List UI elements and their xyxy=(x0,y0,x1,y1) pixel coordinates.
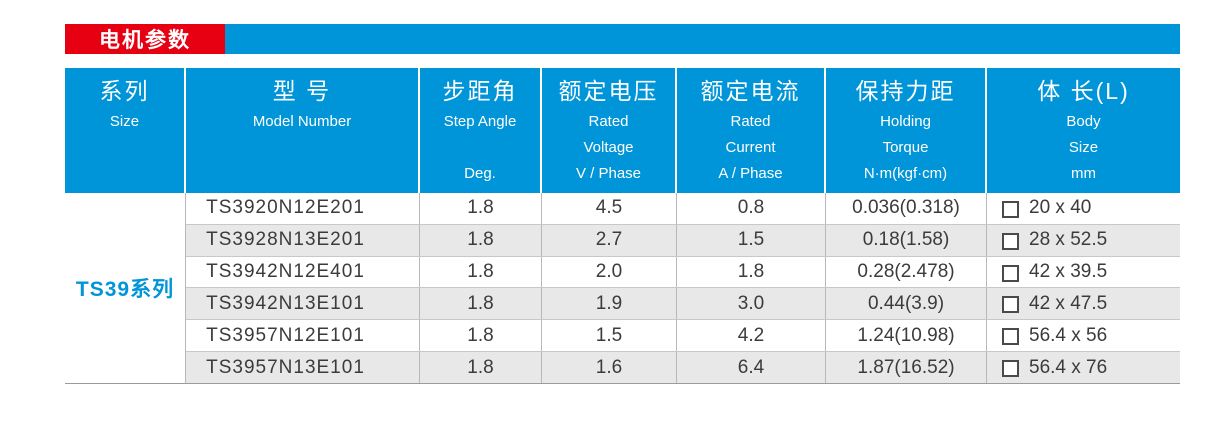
body-size-checkbox-icon xyxy=(1002,232,1019,250)
column-title-en: Voltage xyxy=(583,139,634,156)
column-title-en: Size xyxy=(109,113,140,130)
table-row: TS3928N13E201 1.8 2.7 1.5 0.18(1.58) 28 … xyxy=(186,224,1180,257)
cell-rated-voltage: 2.7 xyxy=(542,224,677,256)
cell-rated-current: 1.8 xyxy=(677,256,826,288)
column-header-rated-voltage: 额定电压 Rated Voltage V / Phase xyxy=(542,68,677,193)
cell-rated-current: 3.0 xyxy=(677,288,826,320)
column-title-en xyxy=(186,135,418,161)
cell-body-size: 20 x 40 xyxy=(987,193,1180,224)
cell-step-angle: 1.8 xyxy=(420,288,542,320)
table-row: TS3957N12E101 1.8 1.5 4.2 1.24(10.98) 56… xyxy=(186,320,1180,353)
cell-model-number: TS3957N13E101 xyxy=(186,352,420,383)
cell-model-number: TS3942N13E101 xyxy=(186,288,420,320)
column-title-zh: 体 长(L) xyxy=(1037,78,1130,104)
table-body-rows: TS3920N12E201 1.8 4.5 0.8 0.036(0.318) 2… xyxy=(186,193,1180,383)
column-title-en: Rated xyxy=(730,113,771,130)
cell-holding-torque: 0.18(1.58) xyxy=(826,224,987,256)
body-size-value: 28 x 52.5 xyxy=(1029,229,1108,251)
motor-parameters-table: 系列 Size 型 号 Model Number 步距角 Step Angle … xyxy=(65,68,1180,384)
body-size-value: 56.4 x 56 xyxy=(1029,324,1108,346)
cell-step-angle: 1.8 xyxy=(420,352,542,383)
body-size-checkbox-icon xyxy=(1002,200,1019,218)
cell-rated-current: 6.4 xyxy=(677,352,826,383)
table-body: TS39系列 TS3920N12E201 1.8 4.5 0.8 0.036(0… xyxy=(65,193,1180,384)
table-row: TS3920N12E201 1.8 4.5 0.8 0.036(0.318) 2… xyxy=(186,193,1180,225)
cell-step-angle: 1.8 xyxy=(420,320,542,352)
column-title-en: Torque xyxy=(882,139,929,156)
column-title-en: V / Phase xyxy=(575,165,642,182)
body-size-checkbox-icon xyxy=(1002,296,1019,314)
body-size-value: 42 x 47.5 xyxy=(1029,292,1108,314)
column-title-en: A / Phase xyxy=(718,165,783,182)
cell-holding-torque: 0.28(2.478) xyxy=(826,256,987,288)
cell-model-number: TS3942N12E401 xyxy=(186,256,420,288)
body-size-value: 20 x 40 xyxy=(1029,197,1092,219)
column-header-body-size: 体 长(L) Body Size mm xyxy=(987,68,1180,193)
column-title-en: N·m(kgf·cm) xyxy=(863,165,948,182)
table-row: TS3957N13E101 1.8 1.6 6.4 1.87(16.52) 56… xyxy=(186,352,1180,383)
column-header-rated-current: 额定电流 Rated Current A / Phase xyxy=(677,68,826,193)
cell-rated-voltage: 2.0 xyxy=(542,256,677,288)
column-header-model-number: 型 号 Model Number xyxy=(186,68,420,193)
cell-rated-voltage: 4.5 xyxy=(542,193,677,224)
column-title-zh: 型 号 xyxy=(272,78,332,104)
section-title: 电机参数 xyxy=(99,29,191,52)
cell-rated-current: 0.8 xyxy=(677,193,826,224)
column-title-en xyxy=(186,161,418,187)
cell-holding-torque: 0.44(3.9) xyxy=(826,288,987,320)
column-header-step-angle: 步距角 Step Angle Deg. xyxy=(420,68,542,193)
cell-holding-torque: 1.87(16.52) xyxy=(826,352,987,383)
cell-rated-current: 4.2 xyxy=(677,320,826,352)
column-title-en: Size xyxy=(1068,139,1099,156)
cell-holding-torque: 0.036(0.318) xyxy=(826,193,987,224)
column-title-en: Current xyxy=(725,139,776,156)
column-title-zh: 保持力距 xyxy=(855,78,956,104)
column-title-en: Step Angle xyxy=(443,113,517,130)
cell-body-size: 42 x 39.5 xyxy=(987,257,1180,288)
series-label: TS39系列 xyxy=(75,278,175,301)
cell-holding-torque: 1.24(10.98) xyxy=(826,320,987,352)
cell-body-size: 28 x 52.5 xyxy=(987,225,1180,256)
body-size-checkbox-icon xyxy=(1002,328,1019,346)
cell-step-angle: 1.8 xyxy=(420,224,542,256)
column-title-en: Holding xyxy=(880,113,931,130)
series-cell: TS39系列 xyxy=(65,193,186,383)
cell-step-angle: 1.8 xyxy=(420,193,542,224)
cell-body-size: 56.4 x 76 xyxy=(987,352,1180,383)
table-row: TS3942N12E401 1.8 2.0 1.8 0.28(2.478) 42… xyxy=(186,256,1180,289)
column-title-en: Rated xyxy=(588,113,629,130)
cell-model-number: TS3928N13E201 xyxy=(186,224,420,256)
column-title-zh: 步距角 xyxy=(442,78,518,104)
column-title-zh: 额定电压 xyxy=(558,78,659,104)
column-title-en xyxy=(65,161,184,187)
body-size-value: 42 x 39.5 xyxy=(1029,261,1108,283)
table-row: TS3942N13E101 1.8 1.9 3.0 0.44(3.9) 42 x… xyxy=(186,288,1180,321)
column-title-en: Body xyxy=(1066,113,1101,130)
column-title-en: mm xyxy=(1071,165,1096,182)
column-title-zh: 额定电流 xyxy=(700,78,801,104)
cell-rated-current: 1.5 xyxy=(677,224,826,256)
body-size-value: 56.4 x 76 xyxy=(1029,356,1108,378)
cell-model-number: TS3957N12E101 xyxy=(186,320,420,352)
cell-rated-voltage: 1.9 xyxy=(542,288,677,320)
cell-body-size: 42 x 47.5 xyxy=(987,288,1180,319)
section-title-badge: 电机参数 xyxy=(65,24,225,54)
column-title-en: Deg. xyxy=(464,165,496,182)
body-size-checkbox-icon xyxy=(1002,264,1019,282)
column-title-zh: 系列 xyxy=(99,78,150,104)
cell-body-size: 56.4 x 56 xyxy=(987,320,1180,351)
table-header-row: 系列 Size 型 号 Model Number 步距角 Step Angle … xyxy=(65,68,1180,193)
cell-step-angle: 1.8 xyxy=(420,256,542,288)
section-title-bar: 电机参数 xyxy=(65,24,1180,54)
column-title-en: Model Number xyxy=(252,113,352,130)
cell-rated-voltage: 1.6 xyxy=(542,352,677,383)
section-title-bar-extension xyxy=(225,24,1180,54)
column-title-en xyxy=(65,135,184,161)
cell-model-number: TS3920N12E201 xyxy=(186,193,420,224)
column-header-series: 系列 Size xyxy=(65,68,186,193)
column-header-holding-torque: 保持力距 Holding Torque N·m(kgf·cm) xyxy=(826,68,987,193)
cell-rated-voltage: 1.5 xyxy=(542,320,677,352)
body-size-checkbox-icon xyxy=(1002,360,1019,378)
column-title-en xyxy=(420,135,540,161)
